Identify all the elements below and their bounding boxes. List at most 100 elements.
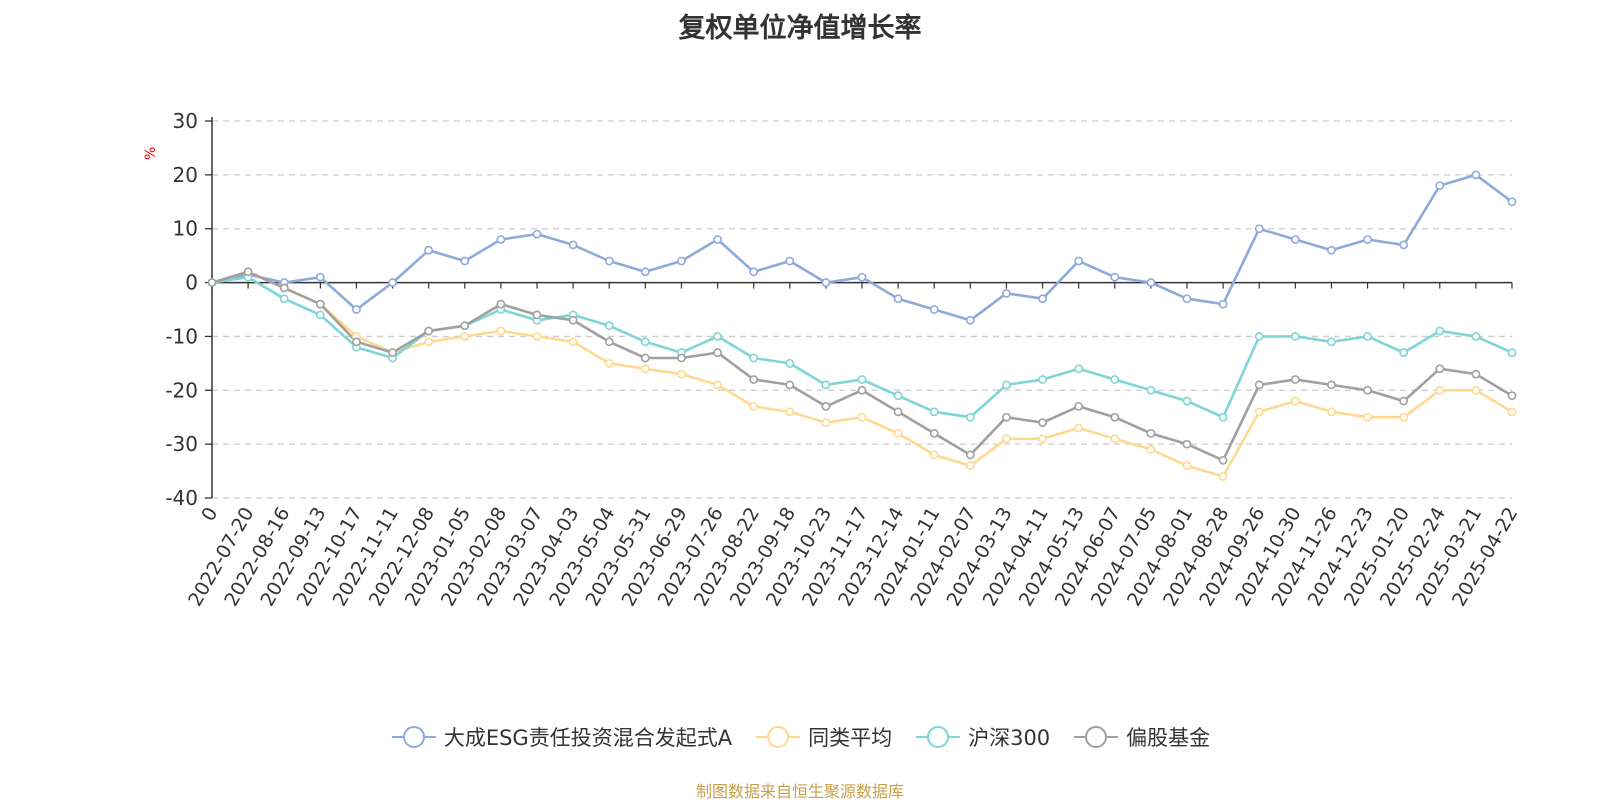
data-point <box>532 229 542 239</box>
data-point <box>929 450 939 460</box>
data-point <box>1363 412 1372 422</box>
data-point <box>1327 245 1336 255</box>
y-tick-label: -10 <box>165 324 198 348</box>
chart-title: 复权单位净值增长率 <box>678 13 922 44</box>
data-point <box>965 461 975 471</box>
data-point <box>460 321 470 331</box>
data-point <box>1002 380 1011 390</box>
data-point <box>1218 299 1228 309</box>
data-point <box>1471 385 1481 395</box>
data-point <box>893 391 903 401</box>
legend-item[interactable]: 大成ESG责任投资混合发起式A <box>390 722 732 752</box>
legend-marker-icon <box>916 726 961 748</box>
legend-marker-icon <box>1074 726 1119 748</box>
data-point <box>677 369 686 379</box>
data-point <box>821 380 831 390</box>
data-point <box>568 240 578 250</box>
data-point <box>460 256 470 266</box>
data-point <box>893 294 903 304</box>
data-point <box>1363 332 1372 341</box>
data-point <box>1363 235 1372 244</box>
data-point <box>1146 428 1156 438</box>
data-point <box>1074 402 1084 411</box>
series-line <box>211 275 1513 419</box>
data-point <box>1435 181 1445 191</box>
data-point <box>1290 332 1300 341</box>
data-point <box>785 358 795 368</box>
data-point <box>857 385 867 395</box>
data-point <box>424 245 434 255</box>
data-point <box>1471 369 1481 379</box>
data-point <box>929 305 939 314</box>
data-point <box>1146 278 1156 287</box>
data-point <box>640 364 650 374</box>
data-point <box>424 326 434 336</box>
data-point <box>785 256 795 266</box>
data-point <box>568 337 578 347</box>
data-point <box>604 256 614 266</box>
data-point <box>1182 396 1192 406</box>
data-point <box>749 375 759 384</box>
data-point <box>1254 407 1264 417</box>
legend: 大成ESG责任投资混合发起式A 同类平均 沪深300 偏股基金 <box>0 722 1600 752</box>
data-point <box>496 235 506 244</box>
data-point <box>1327 380 1336 390</box>
data-point <box>1218 412 1228 422</box>
series-lines <box>207 170 1517 481</box>
legend-item[interactable]: 偏股基金 <box>1072 722 1210 752</box>
legend-label: 大成ESG责任投资混合发起式A <box>443 726 733 750</box>
data-point <box>1146 445 1156 454</box>
data-point <box>1110 272 1120 282</box>
data-point <box>1038 418 1047 427</box>
legend-item[interactable]: 同类平均 <box>754 722 892 752</box>
data-point <box>1435 385 1445 395</box>
data-point <box>893 428 903 438</box>
data-point <box>1146 385 1156 395</box>
data-point <box>857 272 867 282</box>
legend-item[interactable]: 沪深300 <box>914 722 1050 752</box>
data-point <box>893 407 903 417</box>
data-point <box>352 305 361 314</box>
data-point <box>640 267 650 277</box>
data-point <box>821 278 831 287</box>
data-point <box>315 299 325 309</box>
data-point <box>713 348 722 357</box>
y-tick-label: 30 <box>173 109 198 133</box>
data-point <box>713 235 722 244</box>
data-point <box>315 272 325 282</box>
data-point <box>1507 407 1517 417</box>
data-point <box>857 375 867 384</box>
data-point <box>1399 348 1409 357</box>
data-point <box>568 315 578 325</box>
data-point <box>352 337 361 347</box>
y-tick-label: 10 <box>173 217 198 241</box>
data-point <box>965 412 975 422</box>
data-point <box>1327 407 1336 417</box>
data-point <box>1182 461 1192 471</box>
data-point <box>279 294 289 304</box>
data-point <box>1110 434 1120 444</box>
legend-label: 沪深300 <box>968 726 1051 750</box>
data-point <box>749 353 759 363</box>
data-point <box>1002 434 1011 444</box>
data-point <box>821 418 831 427</box>
data-point <box>713 332 722 341</box>
data-point <box>1038 375 1047 384</box>
data-point <box>749 267 759 277</box>
data-point <box>388 348 397 357</box>
series-line <box>211 270 1513 462</box>
y-tick-label: 0 <box>185 271 198 295</box>
data-point <box>1507 391 1517 401</box>
data-point <box>1290 235 1300 244</box>
data-point <box>640 337 650 347</box>
data-point <box>496 326 506 336</box>
data-point <box>1074 423 1084 433</box>
series-line <box>211 173 1513 322</box>
data-point <box>1507 348 1517 357</box>
x-tick-labels: 02022-07-202022-08-162022-09-132022-10-1… <box>184 503 1522 610</box>
data-point <box>1399 412 1409 422</box>
data-point <box>749 402 759 411</box>
data-point <box>1038 294 1047 304</box>
data-point <box>315 310 325 320</box>
legend-marker-icon <box>756 726 801 748</box>
